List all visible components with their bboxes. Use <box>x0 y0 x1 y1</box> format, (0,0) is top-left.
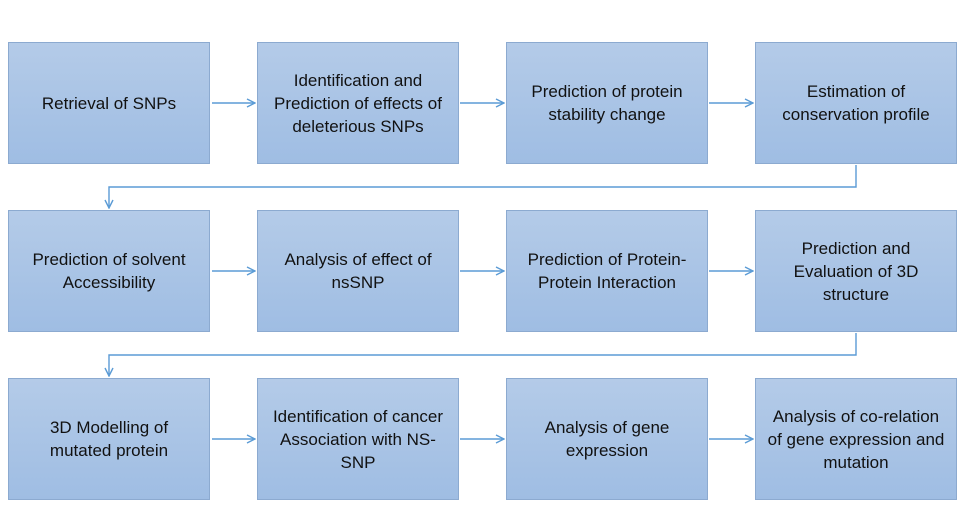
step-label: Prediction of Protein-Protein Interactio… <box>527 250 687 292</box>
step-identification-prediction-deleterious-snps: Identification and Prediction of effects… <box>257 42 459 164</box>
step-label: Identification of cancer Association wit… <box>272 406 444 472</box>
step-label: Retrieval of SNPs <box>41 93 177 113</box>
step-label: Prediction of protein stability change <box>531 82 683 124</box>
step-retrieval-of-snps: Retrieval of SNPs <box>8 42 210 164</box>
step-protein-stability-change: Prediction of protein stability change <box>506 42 708 164</box>
connector-row1-row2 <box>109 165 857 208</box>
step-conservation-profile: Estimation of conservation profile <box>755 42 957 164</box>
step-3d-structure-evaluation: Prediction and Evaluation of 3D structur… <box>755 210 957 332</box>
step-label: Analysis of effect of nsSNP <box>284 250 432 292</box>
step-label: Estimation of conservation profile <box>782 82 930 124</box>
step-label: Prediction of solvent Accessibility <box>32 250 186 292</box>
step-effect-of-nssnp: Analysis of effect of nsSNP <box>257 210 459 332</box>
step-protein-protein-interaction: Prediction of Protein-Protein Interactio… <box>506 210 708 332</box>
step-3d-modelling-mutated-protein: 3D Modelling of mutated protein <box>8 378 210 500</box>
connector-row2-row3 <box>109 333 857 376</box>
step-gene-expression-analysis: Analysis of gene expression <box>506 378 708 500</box>
step-label: 3D Modelling of mutated protein <box>49 418 169 460</box>
step-solvent-accessibility: Prediction of solvent Accessibility <box>8 210 210 332</box>
step-label: Analysis of gene expression <box>544 418 670 460</box>
step-label: Analysis of co-relation of gene expressi… <box>767 406 945 472</box>
step-correlation-expression-mutation: Analysis of co-relation of gene expressi… <box>755 378 957 500</box>
step-label: Identification and Prediction of effects… <box>274 70 442 136</box>
step-label: Prediction and Evaluation of 3D structur… <box>793 238 919 304</box>
step-cancer-association: Identification of cancer Association wit… <box>257 378 459 500</box>
